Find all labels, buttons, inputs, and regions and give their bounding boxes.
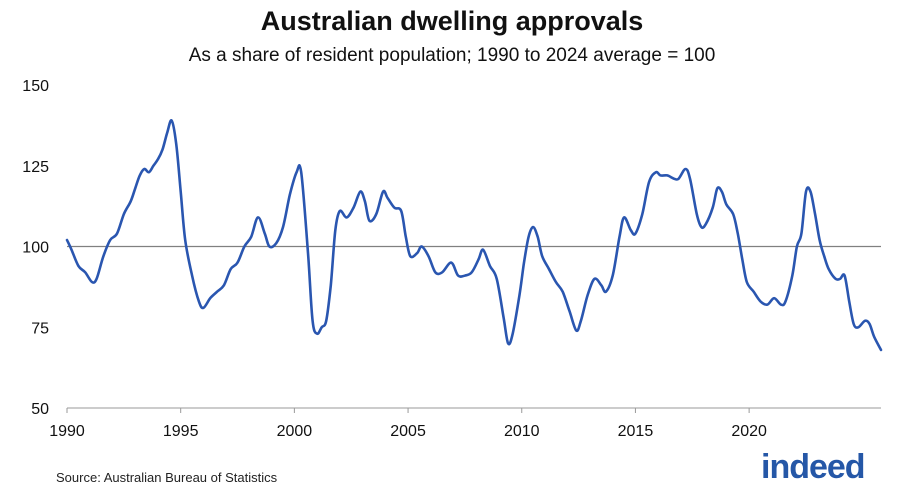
y-tick-label: 100	[22, 240, 49, 257]
source-note: Source: Australian Bureau of Statistics	[56, 470, 278, 485]
indeed-logo-wordmark: indeed	[761, 448, 866, 486]
chart-subtitle: As a share of resident population; 1990 …	[188, 45, 716, 66]
indeed-logo: indeed	[755, 446, 895, 490]
x-tick-label: 2020	[731, 423, 767, 440]
x-tick-label: 1995	[163, 423, 199, 440]
chart-title: Australian dwelling approvals	[260, 6, 644, 36]
x-tick-label: 2010	[504, 423, 540, 440]
y-tick-label: 50	[31, 401, 49, 418]
series-line	[65, 119, 883, 352]
x-tick-label: 2005	[390, 423, 426, 440]
x-tick-label: 1990	[49, 423, 85, 440]
y-tick-label: 75	[31, 320, 49, 337]
y-tick-label: 125	[22, 159, 49, 176]
y-tick-label: 150	[22, 78, 49, 95]
x-tick-label: 2015	[618, 423, 654, 440]
x-tick-label: 2000	[277, 423, 313, 440]
